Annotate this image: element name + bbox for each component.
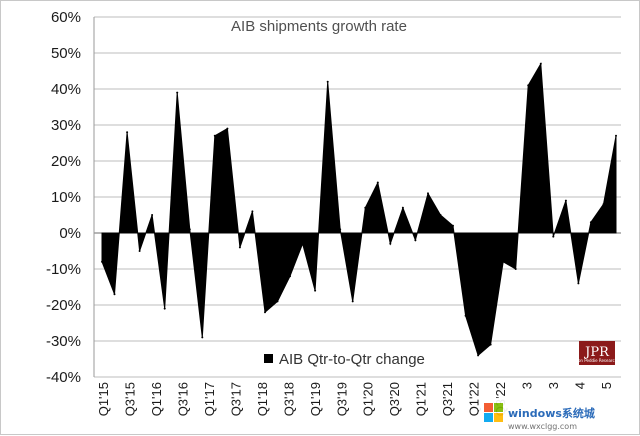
x-tick-label: Q3'18: [281, 382, 296, 416]
data-point: [251, 210, 254, 213]
data-point: [351, 300, 354, 303]
data-point: [113, 293, 116, 296]
data-point: [138, 250, 141, 252]
y-tick-label: -20%: [46, 297, 81, 314]
jpr-badge-subtitle: Jon Peddie Research: [576, 358, 618, 363]
y-tick-label: 20%: [51, 153, 81, 170]
data-point: [564, 199, 567, 202]
y-tick-label: -30%: [46, 333, 81, 350]
data-point: [201, 336, 204, 339]
data-point: [276, 300, 279, 303]
y-tick-label: 30%: [51, 117, 81, 134]
data-point: [527, 84, 530, 87]
data-point: [376, 181, 379, 184]
data-point: [427, 192, 429, 195]
x-tick-label: Q1'17: [202, 382, 217, 416]
y-tick-label: 0%: [59, 225, 81, 242]
data-point: [502, 260, 505, 263]
data-point: [552, 235, 555, 238]
x-tick-label: Q1'20: [361, 382, 376, 416]
data-point: [602, 203, 605, 206]
data-point: [539, 62, 542, 65]
data-point: [301, 242, 304, 245]
x-tick-label: 3: [546, 382, 561, 389]
data-point: [176, 91, 179, 94]
data-point: [326, 80, 329, 83]
data-point: [314, 289, 317, 292]
x-tick-label: Q3'20: [387, 382, 402, 416]
data-point: [238, 246, 241, 249]
data-point: [615, 134, 617, 137]
data-point: [289, 275, 291, 278]
x-tick-label: Q3'19: [334, 382, 349, 416]
data-point: [264, 311, 266, 314]
watermark-text: windows系统城: [508, 406, 595, 420]
legend: AIB Qtr-to-Qtr change: [264, 351, 425, 368]
jpr-badge-text: JPR: [583, 345, 610, 360]
data-point: [589, 221, 592, 224]
x-tick-label: Q1'16: [149, 382, 164, 416]
data-point: [364, 206, 367, 209]
x-tick-label: 4: [573, 382, 588, 389]
data-point: [514, 268, 517, 270]
data-point: [188, 228, 191, 231]
x-tick-label: Q3'17: [228, 382, 243, 416]
data-point: [226, 127, 229, 130]
watermark: windows系统城 www.wxclgg.com: [479, 398, 637, 432]
data-point: [452, 224, 454, 227]
jpr-badge: JPR Jon Peddie Research: [576, 341, 618, 365]
data-point: [151, 214, 154, 216]
data-point: [126, 131, 129, 134]
y-tick-label: -10%: [46, 261, 81, 278]
x-tick-label: Q1'19: [308, 382, 323, 416]
data-point: [389, 242, 392, 245]
data-point: [414, 239, 417, 242]
x-tick-label: Q3'21: [440, 382, 455, 416]
series-area-shape: [101, 62, 617, 357]
data-point: [464, 314, 467, 317]
legend-swatch: [264, 354, 273, 363]
x-tick-label: Q1'18: [255, 382, 270, 416]
x-axis-ticks: Q1'15 Q3'15 Q1'16 Q3'16 Q1'17 Q3'17 Q1'18 Q3'18…: [96, 382, 614, 416]
data-point: [489, 343, 492, 346]
windows-logo-icon: [484, 403, 503, 422]
chart-title: AIB shipments growth rate: [231, 18, 407, 35]
y-tick-label: 50%: [51, 45, 81, 62]
x-tick-label: Q1'22: [467, 382, 482, 416]
data-point: [163, 307, 166, 310]
data-point: [577, 282, 580, 285]
y-tick-label: -40%: [46, 369, 81, 386]
watermark-url: www.wxclgg.com: [508, 422, 577, 431]
jpr-badge-box: [579, 341, 615, 365]
x-tick-label: Q3'16: [175, 382, 190, 416]
data-point: [439, 214, 442, 216]
y-tick-label: 60%: [51, 9, 81, 26]
data-point: [339, 228, 342, 231]
data-point: [213, 134, 216, 137]
legend-label: AIB Qtr-to-Qtr change: [279, 351, 425, 368]
y-tick-label: 10%: [51, 189, 81, 206]
series-area: [101, 62, 617, 357]
data-point: [101, 260, 103, 263]
data-point: [401, 206, 404, 209]
x-tick-label: Q1'21: [414, 382, 429, 416]
data-point: [477, 354, 480, 357]
y-tick-label: 40%: [51, 81, 81, 98]
x-tick-label: 3: [520, 382, 535, 389]
x-tick-label: Q1'15: [96, 382, 111, 416]
watermark-bg: [479, 398, 637, 432]
x-tick-label: Q3'15: [122, 382, 137, 416]
x-tick-label: 5: [599, 382, 614, 389]
y-axis-ticks: -40% -30% -20% -10% 0% 10% 20% 30% 40% 50% 60%: [46, 9, 81, 386]
